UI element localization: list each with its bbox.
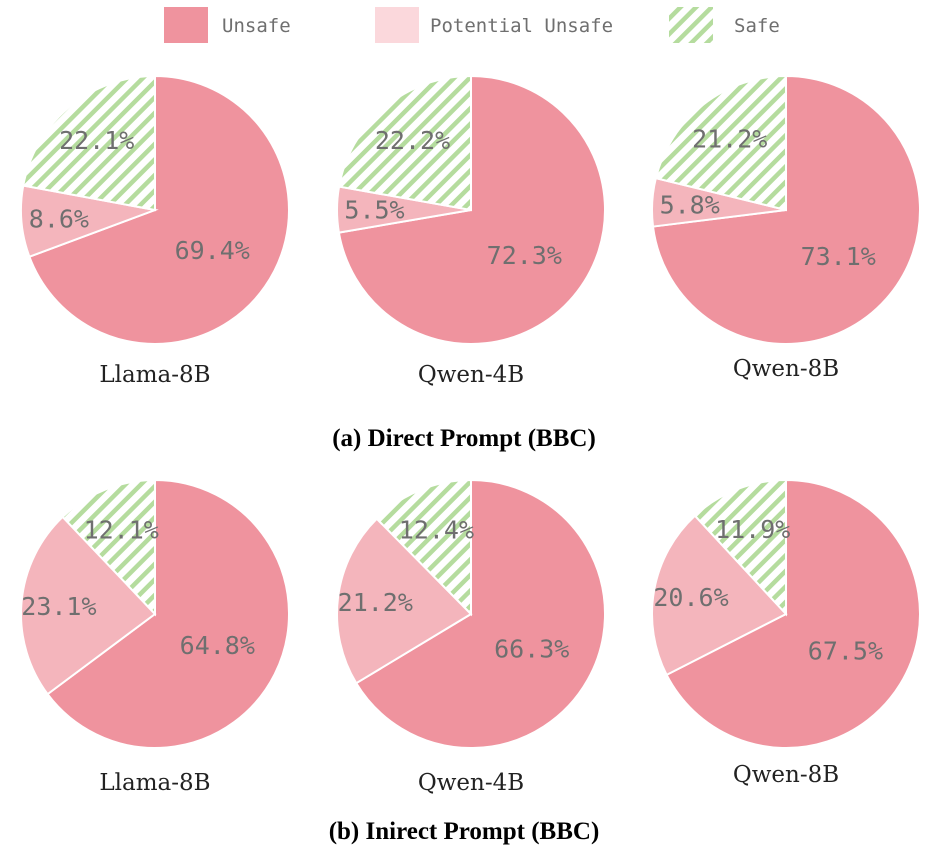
- data-label-unsafe: 64.8%: [180, 631, 255, 660]
- pie-slice-safe: [693, 478, 787, 617]
- data-label-unsafe: 67.5%: [808, 636, 883, 665]
- pie-title: Qwen-4B: [418, 770, 524, 796]
- caption-indirect-prompt: (b) Inirect Prompt (BBC): [329, 818, 600, 845]
- data-label-safe: 22.1%: [59, 126, 134, 155]
- legend-item-unsafe[interactable]: Unsafe: [164, 7, 291, 43]
- pie-indirect-qwen-4b: 66.3% 21.2% 12.4% Qwen-4B: [336, 478, 606, 796]
- pie-title: Llama-8B: [99, 362, 210, 388]
- data-label-unsafe: 66.3%: [494, 634, 569, 663]
- data-label-potential-unsafe: 20.6%: [653, 583, 728, 612]
- pie-title: Llama-8B: [99, 770, 210, 796]
- pie-direct-qwen-8b: 73.1% 5.8% 21.2% Qwen-8B: [651, 74, 921, 382]
- pie-slice-safe: [22, 74, 156, 212]
- data-label-potential-unsafe: 5.5%: [344, 196, 404, 225]
- data-label-unsafe: 69.4%: [175, 236, 250, 265]
- pie-direct-qwen-4b: 72.3% 5.5% 22.2% Qwen-4B: [336, 74, 606, 388]
- data-label-potential-unsafe: 5.8%: [660, 190, 720, 219]
- data-label-potential-unsafe: 8.6%: [29, 204, 89, 233]
- pie-direct-llama-8b: 69.4% 8.6% 22.1% Llama-8B: [20, 74, 290, 388]
- pie-title: Qwen-8B: [733, 762, 839, 788]
- pie-slice-safe: [654, 74, 787, 212]
- data-label-safe: 12.4%: [399, 516, 474, 545]
- pie-indirect-qwen-8b: 67.5% 20.6% 11.9% Qwen-8B: [651, 478, 921, 788]
- legend: Unsafe Potential Unsafe Safe: [164, 7, 780, 43]
- legend-label-safe: Safe: [734, 15, 780, 37]
- legend-label-potential-unsafe: Potential Unsafe: [430, 15, 613, 37]
- pie-indirect-llama-8b: 64.8% 23.1% 12.1% Llama-8B: [20, 478, 290, 796]
- data-label-potential-unsafe: 23.1%: [21, 592, 96, 621]
- data-label-safe: 21.2%: [692, 124, 767, 153]
- data-label-unsafe: 72.3%: [487, 241, 562, 270]
- pie-slice-unsafe: [28, 74, 290, 345]
- data-label-potential-unsafe: 21.2%: [338, 588, 413, 617]
- pie-slice-safe: [375, 478, 472, 617]
- caption-direct-prompt: (a) Direct Prompt (BBC): [332, 425, 596, 452]
- legend-swatch-safe: [669, 7, 713, 43]
- legend-item-potential-unsafe[interactable]: Potential Unsafe: [375, 7, 613, 43]
- legend-item-safe[interactable]: Safe: [669, 7, 780, 43]
- data-label-safe: 11.9%: [715, 515, 790, 544]
- pie-slice-safe: [61, 478, 156, 617]
- pie-slice-unsafe: [665, 478, 921, 749]
- pie-title: Qwen-8B: [733, 356, 839, 382]
- pie-slice-potential-unsafe: [651, 514, 788, 677]
- legend-swatch-potential-unsafe: [375, 7, 419, 43]
- legend-label-unsafe: Unsafe: [222, 15, 291, 37]
- pie-title: Qwen-4B: [418, 362, 524, 388]
- data-label-safe: 22.2%: [375, 126, 450, 155]
- legend-swatch-unsafe: [164, 7, 208, 43]
- pie-slice-safe: [337, 74, 472, 212]
- pie-slice-unsafe: [354, 478, 606, 749]
- pie-slice-potential-unsafe: [20, 515, 157, 696]
- pie-slice-potential-unsafe: [336, 517, 473, 685]
- data-label-safe: 12.1%: [84, 515, 159, 544]
- data-label-unsafe: 73.1%: [801, 242, 876, 271]
- pie-slice-unsafe: [46, 478, 290, 749]
